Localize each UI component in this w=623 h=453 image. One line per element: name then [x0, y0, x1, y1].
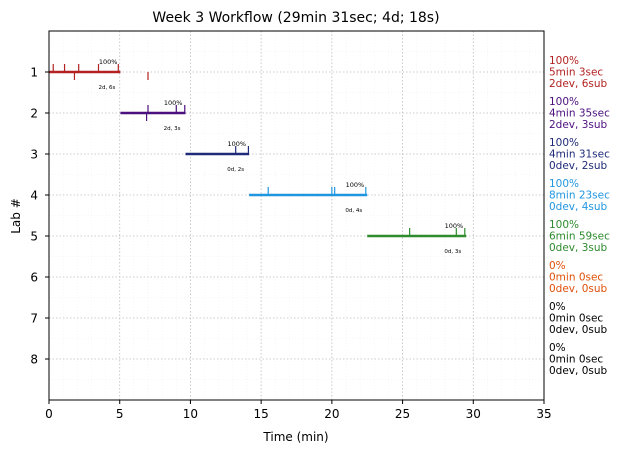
x-tick-label: 20 [324, 407, 339, 421]
x-axis: 0 5 10 15 20 25 30 35 [45, 400, 552, 421]
x-tick-label: 30 [466, 407, 481, 421]
side-summary-line: 0dev, 0sub [549, 283, 608, 295]
side-summary-line: 0% [549, 342, 566, 354]
side-summary-line: 2dev, 3sub [549, 119, 608, 131]
x-tick-label: 0 [45, 407, 53, 421]
side-summary-line: 0min 0sec [549, 313, 603, 325]
bar-count-label: 0d, 2s [227, 167, 244, 173]
x-tick-label: 25 [395, 407, 410, 421]
side-summary-line: 100% [549, 96, 579, 108]
bar-percent-label: 100% [99, 58, 118, 66]
bar-percent-label: 100% [346, 181, 365, 189]
side-summary-line: 8min 23sec [549, 190, 610, 202]
y-axis-label: Lab # [9, 198, 23, 234]
side-summary-line: 100% [549, 219, 579, 231]
plot-frame [48, 30, 545, 401]
side-summary-line: 0dev, 0sub [549, 324, 608, 336]
side-summary-line: 2dev, 6sub [549, 78, 608, 90]
side-summary-line: 0min 0sec [549, 272, 603, 284]
y-tick-label: 3 [30, 148, 38, 162]
bar-count-label: 2d, 6s [99, 85, 116, 91]
side-summary-line: 0% [549, 260, 566, 272]
y-tick-label: 4 [30, 189, 38, 203]
bar-count-label: 2d, 3s [164, 126, 181, 132]
side-summary-line: 100% [549, 137, 579, 149]
bar-percent-label: 100% [228, 140, 247, 148]
side-summary-line: 4min 35sec [549, 108, 610, 120]
y-tick-label: 5 [30, 230, 38, 244]
lab-bars: 100% 2d, 6s 100% 2d, 3s 100% 0d, 2s 100% 0d, 4s… [49, 58, 467, 255]
x-tick-label: 15 [254, 407, 269, 421]
bar-percent-label: 100% [164, 99, 183, 107]
x-tick-label: 35 [536, 407, 551, 421]
y-tick-label: 1 [30, 66, 38, 80]
y-tick-label: 6 [30, 271, 38, 285]
x-axis-label: Time (min) [262, 430, 328, 444]
side-summary-line: 100% [549, 55, 579, 67]
y-axis: 1 2 3 4 5 6 7 8 [30, 66, 49, 367]
bar-count-label: 0d, 3s [444, 249, 461, 255]
side-summary-line: 0dev, 4sub [549, 201, 608, 213]
side-summary-line: 100% [549, 178, 579, 190]
y-tick-label: 7 [30, 312, 38, 326]
bar-percent-label: 100% [445, 222, 464, 230]
side-summary-line: 0% [549, 301, 566, 313]
side-summary-line: 0min 0sec [549, 354, 603, 366]
x-tick-label: 10 [183, 407, 198, 421]
y-tick-label: 2 [30, 107, 38, 121]
grid [48, 31, 545, 400]
side-summary-line: 6min 59sec [549, 231, 610, 243]
side-summary-line: 5min 3sec [549, 67, 603, 79]
chart-title: Week 3 Workflow (29min 31sec; 4d; 18s) [152, 10, 439, 26]
y-tick-label: 8 [30, 353, 38, 367]
side-summary-line: 0dev, 3sub [549, 242, 608, 254]
bar-count-label: 0d, 4s [345, 208, 362, 214]
side-summary-line: 4min 31sec [549, 149, 610, 161]
x-tick-label: 5 [116, 407, 124, 421]
side-summary-line: 0dev, 2sub [549, 160, 608, 172]
side-summary-line: 0dev, 0sub [549, 365, 608, 377]
